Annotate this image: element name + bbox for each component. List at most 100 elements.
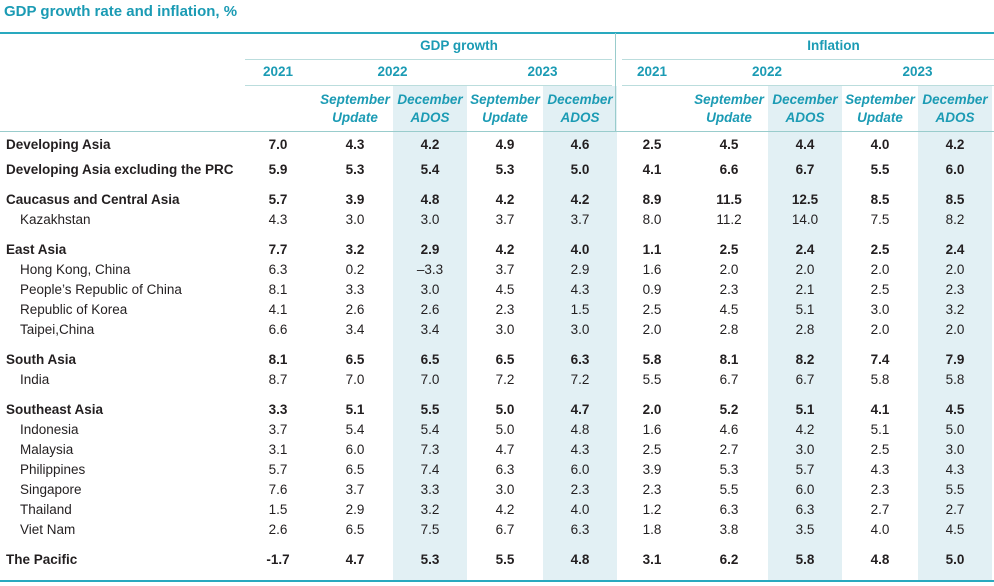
cell: 2.0 [642, 322, 662, 337]
cell: 3.3 [268, 402, 288, 417]
cell: 6.3 [719, 502, 739, 517]
cell: 4.2 [495, 502, 515, 517]
cell: 3.7 [495, 262, 515, 277]
cell: 4.2 [495, 192, 515, 207]
cell: 3.0 [795, 442, 815, 457]
cell: 4.0 [570, 242, 590, 257]
cell: 4.5 [945, 522, 965, 537]
cell: 4.3 [570, 282, 590, 297]
cell: 3.3 [345, 282, 365, 297]
rule [0, 32, 994, 34]
cell: 5.1 [795, 302, 815, 317]
cell: 4.5 [719, 137, 739, 152]
divider [615, 33, 616, 131]
cell: 6.3 [268, 262, 288, 277]
rule [0, 580, 994, 582]
cell: 4.1 [268, 302, 288, 317]
cell: 5.5 [719, 482, 739, 497]
cell: 2.3 [945, 282, 965, 297]
cell: 7.0 [420, 372, 440, 387]
cell: 5.1 [795, 402, 815, 417]
cell: 3.0 [495, 322, 515, 337]
table-title: GDP growth rate and inflation, % [4, 3, 238, 20]
column-shade [393, 86, 467, 580]
cell: 2.0 [719, 262, 739, 277]
cell: 5.3 [345, 162, 365, 177]
cell: 5.7 [268, 462, 288, 477]
cell: 3.0 [870, 302, 890, 317]
cell: 12.5 [791, 192, 819, 207]
group-header: Inflation [807, 38, 860, 53]
cell: 2.8 [795, 322, 815, 337]
row-label: Philippines [20, 462, 86, 477]
cell: 2.5 [642, 137, 662, 152]
cell: 4.6 [570, 137, 590, 152]
cell: 3.0 [495, 482, 515, 497]
cell: 2.6 [345, 302, 365, 317]
cell: 5.7 [268, 192, 288, 207]
cell: 3.3 [420, 482, 440, 497]
cell: 2.0 [945, 262, 965, 277]
cell: 4.0 [570, 502, 590, 517]
cell: 2.5 [719, 242, 739, 257]
cell: 3.4 [420, 322, 440, 337]
row-label: East Asia [6, 242, 67, 257]
cell: 4.3 [268, 212, 288, 227]
cell: 3.4 [345, 322, 365, 337]
cell: 6.0 [345, 442, 365, 457]
cell: 7.7 [268, 242, 288, 257]
cell: 6.0 [570, 462, 590, 477]
cell: 4.2 [495, 242, 515, 257]
cell: 5.5 [642, 372, 662, 387]
row-label: Singapore [20, 482, 82, 497]
cell: 5.1 [870, 422, 890, 437]
cell: 3.9 [345, 192, 365, 207]
cell: 5.5 [495, 552, 515, 567]
cell: 11.2 [716, 212, 742, 227]
row-label: People’s Republic of China [20, 282, 182, 297]
cell: 3.7 [345, 482, 365, 497]
cell: 6.0 [795, 482, 815, 497]
cell: 2.5 [642, 442, 662, 457]
cell: 4.8 [420, 192, 440, 207]
subcolumn-header: December ADOS [772, 92, 838, 125]
cell: 4.7 [570, 402, 590, 417]
cell: 4.0 [870, 137, 890, 152]
cell: 3.7 [268, 422, 288, 437]
year-header: 2021 [262, 64, 294, 79]
cell: 6.5 [345, 352, 365, 367]
cell: 4.8 [570, 552, 590, 567]
cell: 1.6 [642, 262, 662, 277]
cell: 4.5 [945, 402, 965, 417]
cell: 6.5 [345, 462, 365, 477]
cell: 4.5 [719, 302, 739, 317]
cell: 2.9 [570, 262, 590, 277]
cell: 1.8 [642, 522, 662, 537]
cell: 8.0 [642, 212, 662, 227]
row-label: India [20, 372, 50, 387]
cell: 2.0 [870, 262, 890, 277]
cell: 6.7 [795, 372, 815, 387]
cell: 8.2 [795, 352, 815, 367]
cell: 3.0 [345, 212, 365, 227]
cell: 1.2 [642, 502, 662, 517]
cell: 2.5 [642, 302, 662, 317]
rule [245, 59, 612, 60]
row-label: Kazakhstan [20, 212, 91, 227]
cell: 2.3 [719, 282, 739, 297]
cell: 3.9 [642, 462, 662, 477]
cell: 7.0 [268, 137, 288, 152]
cell: -1.7 [266, 552, 290, 567]
cell: 6.2 [719, 552, 739, 567]
cell: 2.4 [795, 242, 815, 257]
cell: 5.9 [268, 162, 288, 177]
cell: 7.5 [870, 212, 890, 227]
cell: 7.6 [268, 482, 288, 497]
cell: 3.7 [495, 212, 515, 227]
rule [622, 85, 994, 86]
subcolumn-header: September Update [694, 92, 764, 125]
cell: 8.1 [268, 282, 288, 297]
cell: 5.4 [420, 162, 440, 177]
rule [622, 59, 994, 60]
